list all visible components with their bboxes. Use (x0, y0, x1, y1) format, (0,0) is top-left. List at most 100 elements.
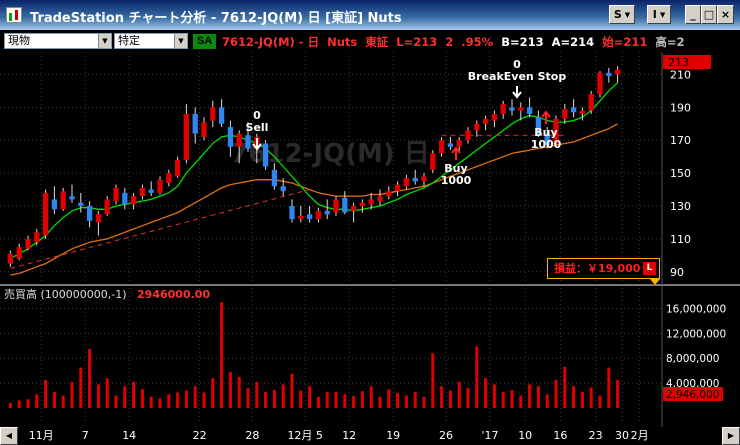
candle-up (60, 191, 66, 210)
scroll-left-button[interactable]: ◀ (0, 427, 18, 445)
buy-label-2: Buy (534, 126, 557, 139)
window-title-bar[interactable]: TradeStation チャート分析 - 7612-JQ(M) 日 [東証] … (0, 0, 740, 30)
volume-bar (492, 384, 496, 408)
volume-tick-label: 12,000,000 (666, 328, 726, 340)
buy-qty-1: 1000 (441, 174, 472, 187)
quote-last: L=213 (396, 35, 438, 49)
volume-bar (167, 394, 171, 408)
volume-bar (246, 388, 250, 408)
sell-arrow-icon (252, 138, 262, 151)
volume-bar (105, 378, 109, 408)
symbol-menu-button[interactable]: S ▼ (609, 5, 635, 24)
quote-high: 高=2 (655, 35, 685, 49)
volume-bar (510, 389, 514, 408)
chart-area[interactable]: 7612-JQ(M) 日 210 190 170 150 130 110 90 16,000… (0, 52, 740, 445)
chevron-down-icon[interactable]: ▼ (98, 34, 111, 48)
candle-up (25, 238, 31, 249)
candle-up (430, 153, 436, 170)
date-tick-label: 12 (342, 429, 356, 442)
order-toolbar: 現物 ▼ 特定 ▼ SA 7612-JQ(M) - 日 Nuts 東証 L=21… (0, 30, 740, 52)
quote-percent: .95% (461, 35, 494, 49)
candle-up (562, 108, 568, 119)
volume-bar (352, 396, 356, 408)
price-candles (7, 66, 621, 267)
chevron-down-icon[interactable]: ▼ (174, 34, 187, 48)
stop-arrow-icon (512, 86, 522, 99)
strategy-automation-badge[interactable]: SA (193, 34, 216, 49)
candle-up (359, 202, 366, 206)
volume-bar (26, 399, 30, 408)
candle-down (262, 143, 269, 167)
position-side-badge: L (643, 262, 656, 275)
candle-up (166, 173, 172, 183)
maximize-button[interactable]: □ (701, 5, 717, 24)
volume-tick-label: 16,000,000 (666, 303, 726, 315)
volume-bar (96, 384, 100, 408)
volume-bar (422, 396, 426, 408)
profit-loss-value: 損益：￥19,000 (554, 262, 641, 275)
volume-bar (607, 367, 611, 408)
candle-up (421, 176, 427, 182)
indicator-menu-label: I (652, 8, 657, 21)
volume-bar (176, 392, 180, 408)
close-button[interactable]: × (717, 5, 734, 24)
volume-bar (140, 389, 144, 408)
date-tick-label: 12月 5 (287, 429, 323, 442)
last-price-marker (663, 55, 711, 69)
volume-bar (299, 390, 303, 408)
quote-open: 始=211 (602, 35, 648, 49)
date-tick-label: 14 (122, 429, 136, 442)
volume-bar (52, 391, 56, 408)
volume-bar (255, 381, 259, 408)
account-type-select[interactable]: 現物 ▼ (4, 33, 112, 49)
minimize-button[interactable]: _ (685, 5, 701, 24)
price-tick-label: 170 (670, 134, 691, 147)
quote-change: 2 (445, 35, 454, 49)
indicator-menu-button[interactable]: I ▼ (647, 5, 671, 24)
volume-bar (70, 381, 74, 408)
volume-panel-value: 2946000.00 (137, 288, 211, 301)
date-tick-label: '17 (481, 429, 498, 442)
candle-down (280, 186, 286, 192)
scroll-right-button[interactable]: ▶ (722, 427, 740, 445)
candle-down (342, 197, 348, 213)
date-tick-label: 23 (589, 429, 603, 442)
last-price-label: 213 (668, 56, 689, 69)
breakeven-stop-qty: 0 (513, 58, 521, 71)
candle-down (69, 196, 75, 200)
volume-panel-title: 売買高 (100000000,-1) 2946000.00 (4, 286, 210, 302)
volume-bars (8, 302, 620, 408)
candle-up (210, 107, 216, 121)
price-tick-label: 210 (670, 68, 691, 81)
volume-bar (404, 395, 408, 408)
volume-bar (149, 396, 153, 408)
price-tick-label: 90 (670, 266, 684, 279)
volume-bar (616, 380, 620, 408)
candle-down (271, 169, 278, 187)
candle-up (183, 113, 190, 160)
chevron-down-icon: ▼ (659, 10, 666, 19)
tax-mode-select[interactable]: 特定 ▼ (114, 33, 188, 49)
candle-up (130, 196, 137, 205)
candle-up (104, 199, 110, 215)
volume-bar (598, 395, 602, 408)
quote-bid: B=213 (501, 35, 544, 49)
candle-down (289, 206, 295, 220)
candle-down (544, 135, 550, 146)
volume-bar (8, 403, 12, 408)
candle-down (227, 127, 234, 147)
candle-down (51, 199, 58, 210)
profit-loss-label[interactable]: 損益：￥19,000 L (547, 258, 660, 279)
candle-up (157, 179, 163, 193)
candle-down (509, 107, 515, 111)
buy-qty-2: 1000 (531, 138, 562, 151)
price-axis: 210 190 170 150 130 110 90 (670, 68, 691, 278)
sell-label: Sell (246, 121, 269, 134)
candle-down (122, 192, 128, 205)
candle-up (482, 118, 489, 124)
volume-bar (290, 373, 294, 408)
volume-bar (589, 387, 593, 408)
candle-down (148, 189, 154, 193)
date-tick-label: 11月 (29, 429, 54, 442)
